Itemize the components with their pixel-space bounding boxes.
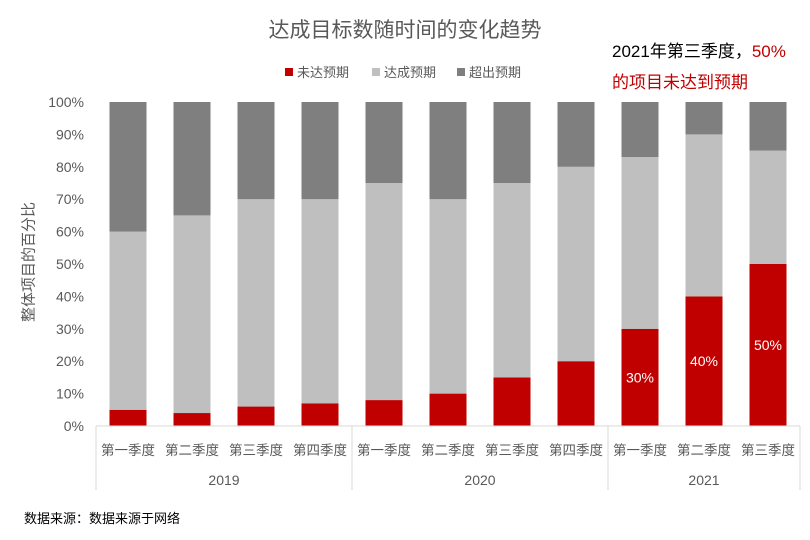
annotation-line2: 的项目未达到预期 (612, 73, 748, 92)
legend-item-missed: 未达预期 (285, 62, 349, 81)
source-note: 数据来源：数据来源于网络 (24, 511, 181, 526)
bar-segment-met (493, 183, 531, 378)
legend-item-met: 达成预期 (372, 62, 436, 81)
bar-segment-missed (685, 296, 723, 426)
x-tick-label: 第一季度 (101, 442, 155, 458)
data-label: 30% (626, 369, 654, 385)
bar-segment-missed (173, 413, 211, 426)
bar-segment-missed (109, 409, 147, 426)
annotation-highlight: 50% (751, 42, 786, 61)
chart-legend: 未达预期 达成预期 超出预期 (0, 62, 810, 82)
bar-segment-missed (429, 393, 467, 426)
group-label: 2019 (208, 472, 239, 488)
y-tick-label: 80% (56, 159, 84, 175)
x-tick-label: 第二季度 (165, 442, 219, 458)
bar-segment-exceeded (557, 102, 595, 167)
x-tick-label: 第二季度 (421, 442, 475, 458)
y-tick-label: 100% (48, 94, 84, 110)
group-label: 2021 (688, 472, 719, 488)
bar-segment-missed (621, 328, 659, 426)
bar-segment-met (301, 199, 339, 404)
legend-swatch-exceeded (457, 67, 465, 76)
y-tick-label: 30% (56, 321, 84, 337)
bar-segment-exceeded (429, 102, 467, 200)
legend-label-met: 达成预期 (384, 65, 437, 80)
y-tick-label: 60% (56, 224, 84, 240)
bar-segment-met (173, 215, 211, 414)
bar-segment-met (109, 231, 147, 410)
y-tick-label: 90% (56, 126, 84, 142)
annotation-callout: 2021年第三季度，50% 的项目未达到预期 (612, 36, 810, 98)
x-tick-label: 第三季度 (229, 442, 283, 458)
bar-segment-missed (493, 377, 531, 426)
bar-segment-exceeded (237, 102, 275, 200)
bar-segment-exceeded (109, 102, 147, 232)
data-label: 50% (754, 337, 782, 353)
bar-segment-exceeded (173, 102, 211, 216)
y-tick-label: 40% (56, 288, 84, 304)
x-tick-label: 第三季度 (485, 442, 539, 458)
legend-label-exceeded: 超出预期 (469, 65, 522, 80)
bar-segment-exceeded (749, 102, 787, 151)
legend-swatch-met (372, 67, 380, 76)
bar-segment-met (749, 150, 787, 264)
bar-segment-missed (749, 264, 787, 426)
bar-segment-exceeded (685, 102, 723, 135)
bar-segment-met (557, 166, 595, 362)
data-label: 40% (690, 353, 718, 369)
y-tick-label: 0% (64, 418, 84, 434)
bar-segment-met (365, 183, 403, 401)
bar-segment-exceeded (301, 102, 339, 200)
x-tick-label: 第二季度 (677, 442, 731, 458)
legend-label-missed: 未达预期 (297, 65, 350, 80)
bar-segment-met (429, 199, 467, 394)
y-tick-label: 50% (56, 256, 84, 272)
x-tick-label: 第一季度 (357, 442, 411, 458)
bar-segment-missed (237, 406, 275, 426)
bar-segment-missed (301, 403, 339, 426)
x-tick-label: 第四季度 (549, 442, 603, 458)
bar-segment-exceeded (493, 102, 531, 183)
legend-item-exceeded: 超出预期 (457, 62, 521, 81)
bar-segment-exceeded (621, 102, 659, 158)
bar-segment-missed (365, 400, 403, 426)
x-tick-label: 第一季度 (613, 442, 667, 458)
y-tick-label: 20% (56, 353, 84, 369)
legend-swatch-missed (285, 67, 293, 76)
bar-segment-met (685, 134, 723, 297)
x-tick-label: 第四季度 (293, 442, 347, 458)
y-tick-label: 70% (56, 191, 84, 207)
annotation-prefix: 2021年第三季度， (612, 42, 752, 61)
bar-segment-met (621, 157, 659, 329)
bar-segment-exceeded (365, 102, 403, 183)
bar-segment-missed (557, 361, 595, 426)
y-tick-label: 10% (56, 386, 84, 402)
chart-title: 达成目标数随时间的变化趋势 (268, 19, 542, 42)
x-tick-label: 第三季度 (741, 442, 795, 458)
group-label: 2020 (464, 472, 495, 488)
bar-segment-met (237, 199, 275, 407)
